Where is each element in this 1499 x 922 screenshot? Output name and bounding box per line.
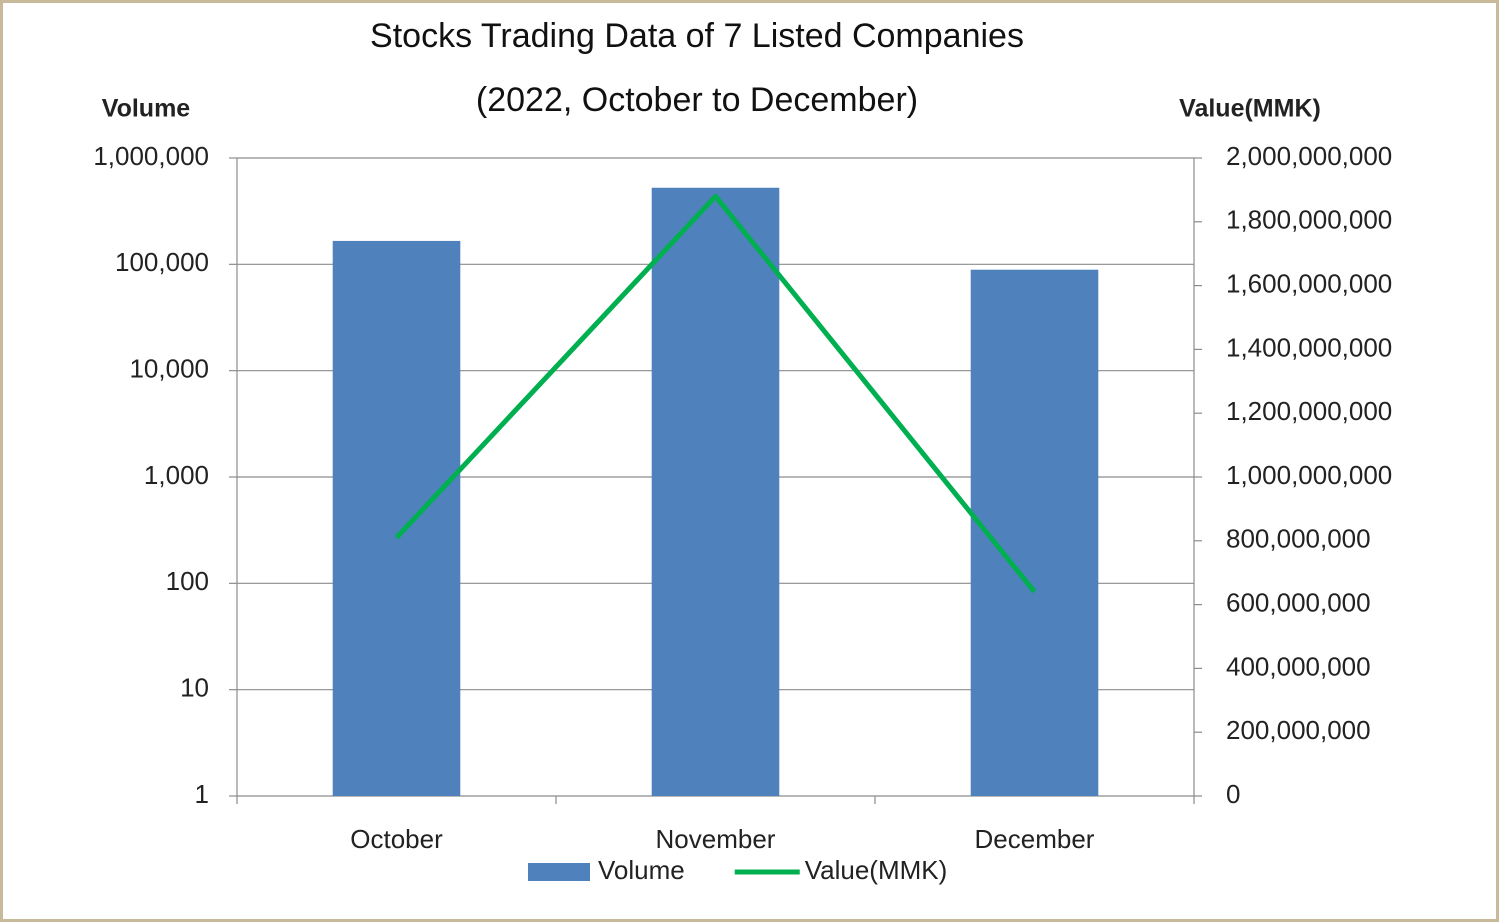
y-tick-label: 1,000,000	[93, 141, 209, 171]
y2-tick-label: 1,800,000,000	[1226, 205, 1392, 235]
x-tick-label: December	[975, 824, 1095, 854]
legend-swatch	[528, 863, 590, 881]
y-tick-label: 100	[166, 566, 209, 596]
y-axis-title: Volume	[102, 95, 191, 123]
y2-tick-label: 0	[1226, 779, 1240, 809]
y2-tick-label: 1,400,000,000	[1226, 332, 1392, 362]
y2-tick-label: 1,600,000,000	[1226, 268, 1392, 298]
y2-axis-title: Value(MMK)	[1179, 95, 1321, 123]
y2-tick-label: 2,000,000,000	[1226, 141, 1392, 171]
bar	[970, 269, 1099, 797]
line	[394, 193, 1037, 594]
y2-tick-label: 800,000,000	[1226, 524, 1371, 554]
y2-tick-label: 1,000,000,000	[1226, 460, 1392, 490]
chart-title: Stocks Trading Data of 7 Listed Companie…	[370, 17, 1024, 55]
y2-tick-label: 400,000,000	[1226, 651, 1371, 681]
legend-label: Value(MMK)	[805, 855, 948, 885]
legend-label: Volume	[598, 855, 685, 885]
bar	[651, 187, 780, 796]
y2-tick-label: 600,000,000	[1226, 587, 1371, 617]
y-tick-label: 10,000	[129, 354, 209, 384]
y-tick-label: 1	[195, 779, 209, 809]
bar	[332, 240, 461, 796]
y-tick-label: 10	[180, 673, 209, 703]
y2-tick-label: 200,000,000	[1226, 715, 1371, 745]
x-tick-label: October	[350, 824, 443, 854]
x-tick-label: November	[656, 824, 776, 854]
y-tick-label: 1,000	[144, 460, 209, 490]
chart-subtitle: (2022, October to December)	[476, 81, 918, 119]
y2-tick-label: 1,200,000,000	[1226, 396, 1392, 426]
y-tick-label: 100,000	[115, 247, 209, 277]
